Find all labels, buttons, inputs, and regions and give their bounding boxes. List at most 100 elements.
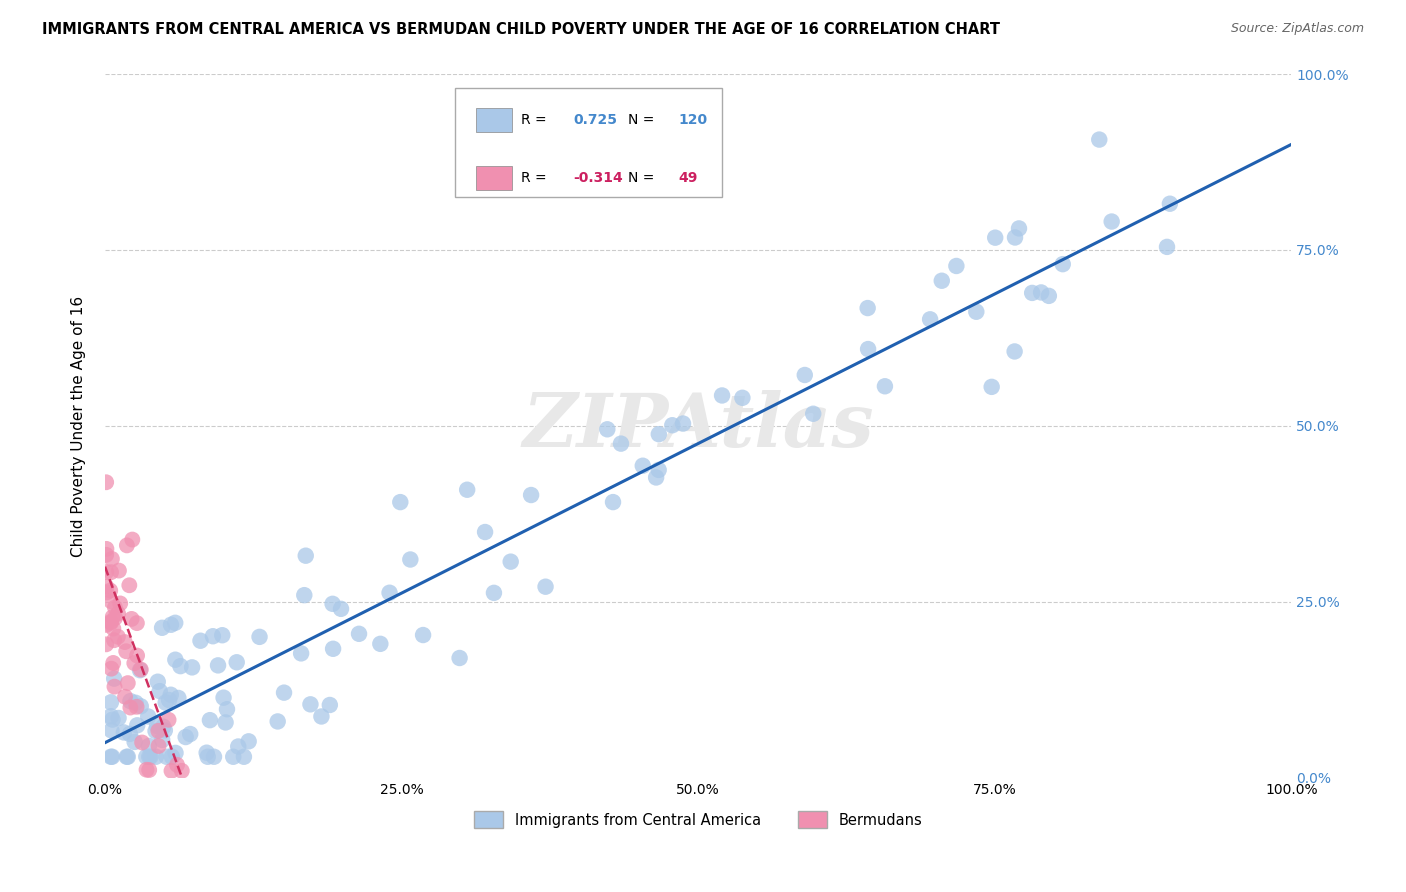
Point	[596, 422, 619, 436]
Point	[124, 735, 146, 749]
Point	[238, 734, 260, 748]
Point	[1008, 221, 1031, 235]
Point	[139, 749, 162, 764]
Point	[150, 733, 173, 747]
Point	[100, 749, 122, 764]
Point	[645, 470, 668, 484]
Point	[100, 695, 122, 709]
Point	[499, 555, 522, 569]
Text: Source: ZipAtlas.com: Source: ZipAtlas.com	[1230, 22, 1364, 36]
Point	[125, 616, 148, 631]
Point	[115, 644, 138, 658]
Point	[145, 724, 167, 739]
Text: 120: 120	[678, 113, 707, 128]
Point	[319, 698, 342, 712]
Point	[107, 630, 129, 644]
Point	[155, 749, 177, 764]
Point	[96, 565, 118, 579]
Point	[120, 694, 142, 708]
Point	[378, 586, 401, 600]
Point	[160, 749, 183, 764]
Point	[1004, 344, 1026, 359]
Point	[520, 488, 543, 502]
Point	[294, 549, 316, 563]
Point	[931, 274, 953, 288]
Point	[148, 739, 170, 753]
Point	[117, 676, 139, 690]
Point	[96, 475, 118, 490]
Point	[1038, 289, 1060, 303]
Point	[322, 641, 344, 656]
Point	[131, 735, 153, 749]
Point	[474, 524, 496, 539]
Legend: Immigrants from Central America, Bermudans: Immigrants from Central America, Bermuda…	[468, 805, 928, 834]
Point	[155, 696, 177, 710]
Point	[330, 602, 353, 616]
Point	[984, 230, 1007, 244]
Point	[135, 749, 157, 764]
Point	[96, 637, 118, 651]
Point	[146, 674, 169, 689]
Point	[232, 749, 254, 764]
Point	[1088, 132, 1111, 146]
Point	[202, 749, 225, 764]
Point	[96, 618, 118, 632]
Point	[456, 483, 478, 497]
Point	[96, 585, 118, 599]
Point	[920, 312, 942, 326]
Point	[145, 749, 167, 764]
Point	[100, 723, 122, 738]
Point	[117, 749, 139, 764]
Point	[138, 763, 160, 777]
Point	[124, 656, 146, 670]
Point	[136, 709, 159, 723]
Point	[121, 533, 143, 547]
Point	[115, 538, 138, 552]
Point	[212, 690, 235, 705]
Text: 49: 49	[678, 171, 697, 186]
Point	[170, 764, 193, 778]
Point	[661, 418, 683, 433]
Point	[347, 627, 370, 641]
Point	[127, 718, 149, 732]
Point	[179, 727, 201, 741]
Point	[201, 629, 224, 643]
Point	[129, 663, 152, 677]
Point	[731, 391, 754, 405]
Point	[100, 565, 122, 579]
Point	[211, 628, 233, 642]
Point	[249, 630, 271, 644]
Point	[207, 658, 229, 673]
Point	[198, 713, 221, 727]
FancyBboxPatch shape	[477, 166, 512, 190]
Point	[138, 739, 160, 753]
Point	[1004, 230, 1026, 244]
Point	[412, 628, 434, 642]
Point	[292, 588, 315, 602]
Point	[181, 660, 204, 674]
Point	[101, 749, 124, 764]
Point	[322, 597, 344, 611]
Point	[115, 749, 138, 764]
Point	[107, 607, 129, 621]
Text: N =: N =	[628, 171, 659, 186]
Point	[100, 662, 122, 676]
Point	[226, 739, 249, 754]
Point	[167, 690, 190, 705]
Point	[160, 764, 183, 778]
Point	[108, 596, 131, 610]
Point	[195, 746, 218, 760]
Point	[153, 723, 176, 738]
Point	[225, 655, 247, 669]
Point	[98, 583, 121, 598]
Point	[399, 552, 422, 566]
Point	[100, 615, 122, 629]
Point	[482, 586, 505, 600]
Point	[1029, 285, 1052, 300]
Point	[222, 749, 245, 764]
Point	[114, 690, 136, 704]
Point	[124, 696, 146, 710]
Point	[160, 617, 183, 632]
Point	[159, 688, 181, 702]
Point	[101, 552, 124, 566]
